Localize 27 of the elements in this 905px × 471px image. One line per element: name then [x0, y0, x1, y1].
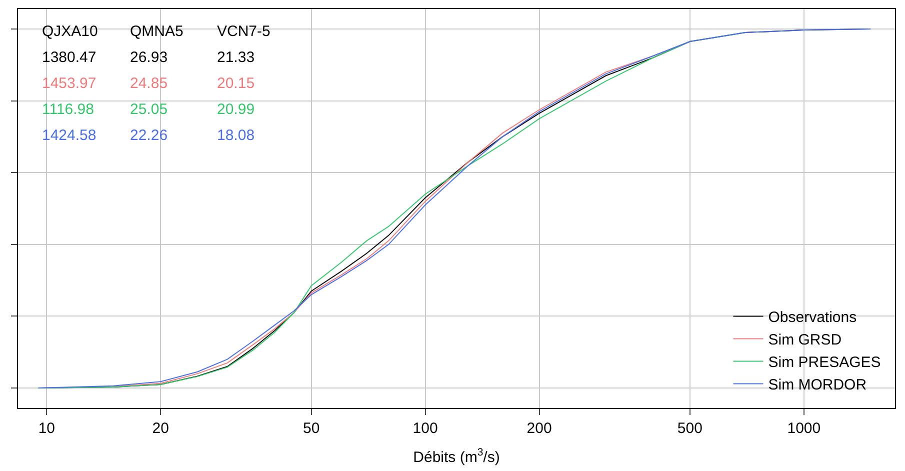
- legend-label: Sim PRESAGES: [768, 354, 881, 372]
- annotation: 22.26: [130, 127, 168, 144]
- annotation: VCN7-5: [217, 23, 270, 40]
- legend-label: Observations: [768, 309, 857, 326]
- annotation: 1380.47: [42, 49, 96, 66]
- x-axis-title: Débits (m$^{3}$/s): [413, 446, 500, 466]
- legend-label: Sim MORDOR: [768, 376, 867, 394]
- x-tick-label: 20: [152, 420, 169, 437]
- legend-label: Sim GRSD: [768, 332, 842, 349]
- annotation: 18.08: [217, 127, 255, 144]
- annotation: 1116.98: [42, 101, 94, 118]
- x-tick-label: 100: [412, 420, 438, 437]
- annotation: 20.99: [217, 101, 255, 118]
- annotation: 20.15: [217, 75, 255, 92]
- x-tick-label: 1000: [787, 420, 821, 437]
- x-tick-label: 500: [677, 420, 702, 437]
- annotation: 25.05: [130, 101, 168, 118]
- annotation: 21.33: [217, 49, 255, 66]
- annotation: 1424.58: [42, 127, 96, 144]
- x-tick-label: 10: [38, 420, 56, 437]
- annotation: 26.93: [130, 49, 168, 66]
- annotation: 1453.97: [42, 75, 96, 92]
- annotation: 24.85: [130, 75, 168, 92]
- x-tick-label: 200: [526, 420, 552, 437]
- annotation: QMNA5: [130, 23, 184, 40]
- x-tick-label: 50: [302, 420, 320, 437]
- annotation: QJXA10: [42, 23, 98, 40]
